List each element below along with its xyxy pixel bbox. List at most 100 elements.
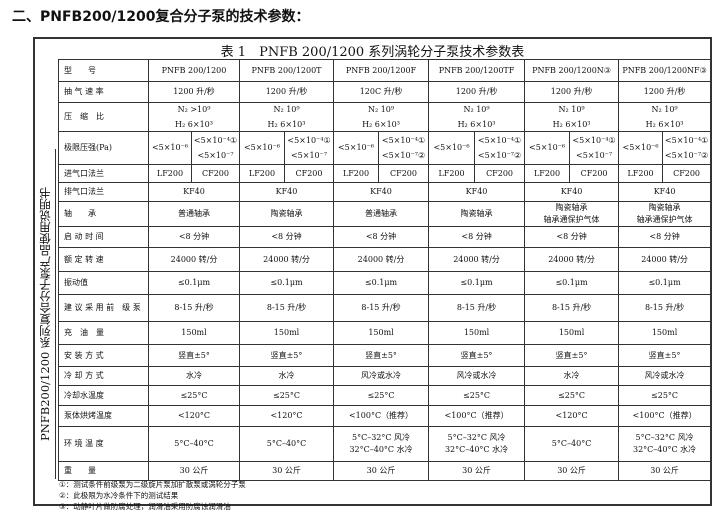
cell-text: <5×10⁻⁷② [664, 150, 709, 160]
table-cell: 竖直±5° [148, 344, 240, 367]
cell-text: 30 公斤 [557, 466, 586, 475]
table-row: 建 议 采 用 前 级 泵 8-15 升/秒 8-15 升/秒 8-15 升/秒 8-1… [58, 294, 712, 322]
cell-text: N₂ 10⁹ [367, 104, 395, 114]
row-label: 额 定 转 速 [58, 247, 149, 272]
table-cell: ≤25°C [618, 385, 712, 406]
table-row: 进气口法兰 LF200 CF200 LF200 CF200 LF200 CF200 LF200… [58, 164, 712, 183]
table-row: 极限压强(Pa) <5×10⁻⁶ <5×10⁻⁴① <5×10⁻⁷ <5×10⁻⁶ <5×… [58, 131, 712, 165]
cell-text: CF200 [580, 168, 608, 178]
table-cell: <100°C（推荐） [618, 405, 712, 427]
cell-text: N₂ 10⁹ [463, 104, 490, 114]
cell-text: <5×10⁻⁶ [622, 143, 659, 152]
cell-text: 陶瓷轴承 轴承通保护气体 [543, 203, 600, 224]
cell-text: 24000 转/分 [641, 254, 688, 264]
table-row: 冷 却 方 式 水冷 水冷 风冷或水冷 风冷或水冷 水冷 风冷或水冷 [58, 366, 712, 386]
table-cell: N₂ 10⁹ H₂ 6×10³ [238, 102, 335, 132]
cell-text: LF200 [156, 168, 184, 178]
table-row: 压 缩 比 N₂ >10⁹ H₂ 6×10³ N₂ 10⁹ H₂ 6×10³ N₂ 10⁹… [58, 102, 712, 132]
cell-text: 1200 升/秒 [173, 87, 215, 96]
cell-text: 8-15 升/秒 [456, 303, 497, 312]
table-cell: <5×10⁻⁶ [428, 131, 476, 165]
table-cell: 30 公斤 [148, 461, 240, 481]
cell-text: <8 分钟 [461, 232, 492, 241]
side-label: PNFB200/1200 系列复合分子泵产品使用说明书 [37, 149, 56, 479]
cell-text: 30 公斤 [366, 466, 396, 475]
table-cell: N₂ >10⁹ H₂ 6×10³ [148, 102, 240, 132]
table-cell: 150ml [524, 321, 620, 345]
table-cell: ≤25°C [238, 385, 335, 406]
table-cell: 风冷或水冷 [333, 366, 430, 386]
row-label: 安 装 方 式 [58, 344, 149, 367]
table-cell: <8 分钟 [148, 226, 240, 248]
table-cell: 5°C–32°C 风冷 32°C–40°C 水冷 [618, 426, 712, 462]
table-cell: ≤0.1μm [428, 271, 526, 295]
cell-text: 5°C–40°C [174, 439, 214, 448]
table-cell: 8-15 升/秒 [238, 294, 335, 322]
row-label: 抽 气 速 率 [58, 81, 149, 103]
cell-text: ≤25°C [558, 390, 586, 400]
table-cell: 8-15 升/秒 [524, 294, 620, 322]
table-cell: 30 公斤 [333, 461, 430, 481]
table-cell: 竖直±5° [524, 344, 620, 367]
table-cell: <5×10⁻⁶ [618, 131, 664, 165]
table-cell: ≤25°C [524, 385, 620, 406]
table-cell: 8-15 升/秒 [333, 294, 430, 322]
cell-text: <120°C [555, 411, 588, 420]
cell-text: KF40 [653, 187, 676, 196]
table-cell: <5×10⁻⁴① <5×10⁻⁷② [662, 131, 712, 165]
cell-text: CF200 [486, 168, 514, 178]
table-cell: 水冷 [524, 366, 620, 386]
table-cell: N₂ 10⁹ H₂ 6×10³ [524, 102, 620, 132]
cell-text: ≤25°C [273, 390, 301, 400]
table-cell: <100°C（推荐） [333, 405, 430, 427]
cell-text: 竖直±5° [460, 350, 493, 360]
cell-text: ≤0.1μm [364, 278, 398, 287]
table-cell: <8 分钟 [238, 226, 335, 248]
cell-text: LF200 [342, 168, 370, 178]
table-cell: 竖直±5° [238, 344, 335, 367]
table-cell: LF200 [618, 164, 664, 183]
cell-text: 水冷 [278, 371, 295, 380]
cell-text: 风冷或水冷 [644, 371, 685, 380]
cell-text: <100°C（推荐） [632, 411, 697, 420]
cell-text: 5°C–32°C 风冷 32°C–40°C 水冷 [349, 433, 413, 454]
table-cell: KF40 [618, 182, 712, 202]
table-cell: 5°C–40°C [238, 426, 335, 462]
table-cell: 5°C–40°C [524, 426, 620, 462]
cell-text: H₂ 6×10³ [552, 119, 591, 129]
cell-text: 8-15 升/秒 [551, 303, 592, 312]
table-cell: 150ml [148, 321, 240, 345]
table-cell: 5°C–32°C 风冷 32°C–40°C 水冷 [333, 426, 430, 462]
cell-text: 竖直±5° [648, 350, 681, 360]
row-label: 充 油 量 [58, 321, 149, 345]
cell-text: <5×10⁻⁷② [381, 150, 426, 160]
row-label: 冷却水温度 [58, 385, 149, 406]
table-cell: ≤0.1μm [333, 271, 430, 295]
cell-text: <5×10⁻⁴① [287, 135, 331, 145]
cell-text: <5×10⁻⁶ [433, 143, 470, 152]
cell-text: 8-15 升/秒 [266, 303, 307, 312]
table-cell: <5×10⁻⁶ [524, 131, 571, 165]
row-label: 型 号 [58, 59, 149, 82]
cell-text: <5×10⁻⁷ [290, 150, 328, 160]
cell-text: <8 分钟 [365, 232, 397, 241]
cell-text: 竖直±5° [178, 350, 210, 360]
table-cell: 风冷或水冷 [428, 366, 526, 386]
table-cell: <5×10⁻⁶ [239, 131, 285, 165]
cell-text: <5×10⁻⁴① [193, 135, 238, 145]
table-cell: 竖直±5° [333, 344, 430, 367]
footnotes: ①：测试条件前级泵为二级旋片泵加扩散泵或涡轮分子泵 ②：此极限为水冷条件下的测试… [59, 479, 246, 512]
table-cell: 120C 升/秒 [333, 81, 430, 103]
cell-text: <120°C [270, 411, 303, 420]
table-cell: <5×10⁻⁴① <5×10⁻⁷② [474, 131, 526, 165]
table-cell: ≤0.1μm [524, 271, 620, 295]
table-cell: ≤25°C [148, 385, 240, 406]
table-title: 表 1 PNFB 200/1200 系列涡轮分子泵技术参数表 [220, 45, 525, 60]
cell-text: 竖直±5° [555, 350, 588, 360]
cell-text: ≤25°C [367, 390, 395, 400]
cell-text: N₂ 10⁹ [273, 104, 300, 114]
cell-text: 1200 升/秒 [455, 87, 498, 96]
cell-text: 150ml [368, 328, 394, 337]
cell-text: ≤0.1μm [270, 278, 303, 287]
cell-text: 30 公斤 [650, 466, 679, 475]
